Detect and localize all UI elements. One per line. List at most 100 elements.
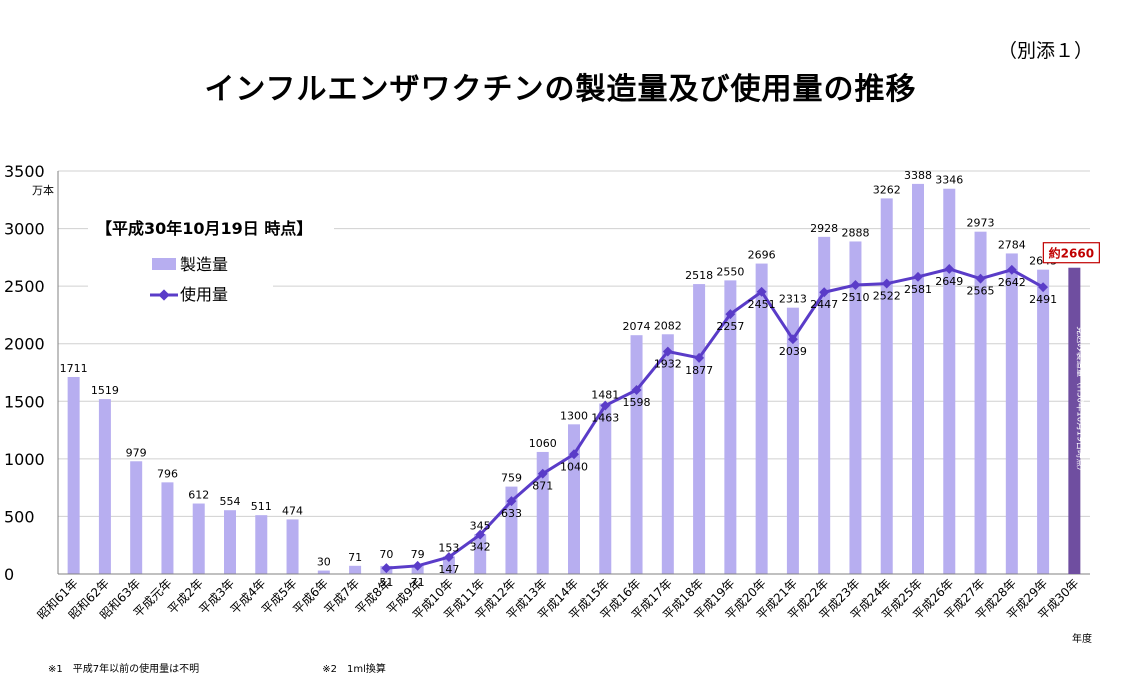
- usage-point: [881, 278, 892, 289]
- bar: [98, 399, 111, 574]
- usage-point: [850, 280, 861, 290]
- bar: [912, 183, 924, 574]
- bar-value-label: 2888: [841, 226, 869, 239]
- bar-value-label: 1060: [529, 437, 557, 450]
- bar: [130, 461, 143, 574]
- bar-value-label: 30: [317, 556, 331, 569]
- estimate: 見込み製造量（H30年10月19日時点） 約2660: [1042, 242, 1100, 574]
- usage-value-label: 871: [532, 480, 553, 493]
- bar-value-label: 1481: [591, 388, 619, 401]
- bar-value-label: 345: [470, 519, 491, 532]
- bar-value-label: 70: [379, 548, 393, 561]
- bar: [192, 503, 205, 574]
- bar-value-label: 2550: [716, 265, 744, 278]
- bar-value-label: 71: [348, 551, 362, 564]
- subtitle-bg: [88, 214, 334, 242]
- bar: [505, 486, 518, 574]
- usage-value-label: 2039: [779, 345, 807, 358]
- usage-point: [631, 385, 642, 395]
- usage-point: [913, 271, 923, 282]
- usage-point: [537, 468, 548, 479]
- bars: [67, 183, 1050, 575]
- usage-point: [662, 346, 673, 357]
- bar-value-label: 2696: [748, 249, 776, 262]
- usage-point: [975, 273, 986, 284]
- x-unit-label: 年度: [1072, 632, 1092, 645]
- bar: [818, 236, 831, 575]
- usage-value-label: 2642: [998, 276, 1026, 289]
- bar: [693, 284, 706, 574]
- bar: [849, 241, 862, 575]
- bar: [661, 334, 674, 574]
- bar-value-label: 2518: [685, 269, 713, 282]
- bar-value-label: 1519: [91, 384, 119, 397]
- bar: [974, 231, 987, 574]
- usage-point: [443, 552, 454, 563]
- bar-value-label: 79: [411, 548, 425, 561]
- bar-value-label: 511: [251, 500, 272, 513]
- bar: [880, 198, 893, 575]
- usage-value-label: 147: [438, 563, 459, 576]
- usage-value-label: 1463: [591, 412, 619, 425]
- bar-value-label: 3262: [873, 183, 901, 196]
- chart-subtitle: 【平成30年10月19日 時点】: [96, 219, 312, 238]
- bar-value-label: 759: [501, 472, 522, 485]
- y-tick-label: 1000: [4, 450, 45, 469]
- usage-value-label: 2447: [810, 298, 838, 311]
- bar: [317, 570, 330, 574]
- bar: [755, 263, 768, 574]
- estimate-value-label: 約2660: [1049, 246, 1094, 261]
- bar: [943, 188, 956, 574]
- bar: [724, 280, 737, 574]
- bar-value-label: 2313: [779, 293, 807, 306]
- legend-bar-label: 製造量: [180, 255, 228, 274]
- legend-bar-swatch: [152, 258, 176, 270]
- y-tick-label: 0: [4, 565, 14, 584]
- usage-value-label: 2451: [748, 298, 776, 311]
- usage-value-label: 633: [501, 507, 522, 520]
- y-tick-label: 500: [4, 507, 35, 526]
- bar-value-label: 979: [126, 446, 147, 459]
- bar: [630, 335, 643, 574]
- usage-point: [694, 352, 705, 363]
- bar: [349, 565, 362, 574]
- bar: [442, 556, 455, 574]
- bar-value-label: 2082: [654, 319, 682, 332]
- usage-value-label: 1932: [654, 358, 682, 371]
- bar: [67, 376, 80, 574]
- bar: [786, 307, 799, 574]
- usage-point: [787, 334, 798, 345]
- footnote-2: ※2 1ml換算: [322, 664, 386, 675]
- usage-line: [381, 264, 1049, 574]
- bar-value-label: 2973: [967, 217, 995, 230]
- bar-value-label: 612: [188, 489, 209, 502]
- bar-value-label: 2074: [623, 320, 651, 333]
- bar-value-label: 153: [438, 541, 459, 554]
- usage-point: [819, 287, 830, 298]
- bar: [536, 451, 549, 574]
- bar-value-label: 474: [282, 504, 303, 517]
- usage-line-path: [386, 267, 1044, 570]
- y-tick-label: 2000: [4, 335, 45, 354]
- usage-value-label: 2491: [1029, 293, 1057, 306]
- usage-point: [725, 309, 736, 320]
- bar: [161, 482, 174, 574]
- legend: 【平成30年10月19日 時点】 製造量 使用量: [88, 214, 334, 310]
- estimate-bar: [1068, 267, 1081, 574]
- usage-value-label: 2565: [967, 285, 995, 298]
- bar: [474, 534, 487, 574]
- usage-value-label: 1040: [560, 460, 588, 473]
- bar: [286, 519, 299, 574]
- bar-value-label: 2784: [998, 238, 1026, 251]
- usage-value-label: 2522: [873, 290, 901, 303]
- legend-line-marker: [158, 289, 170, 301]
- usage-value-label: 1598: [623, 396, 651, 409]
- bar-value-label: 2928: [810, 222, 838, 235]
- usage-value-label: 71: [411, 576, 425, 589]
- legend-line-label: 使用量: [180, 285, 228, 304]
- bar: [568, 424, 580, 574]
- usage-point: [412, 560, 423, 571]
- bar-value-label: 3388: [904, 169, 932, 182]
- usage-value-label: 2581: [904, 283, 932, 296]
- usage-value-label: 2649: [935, 275, 963, 288]
